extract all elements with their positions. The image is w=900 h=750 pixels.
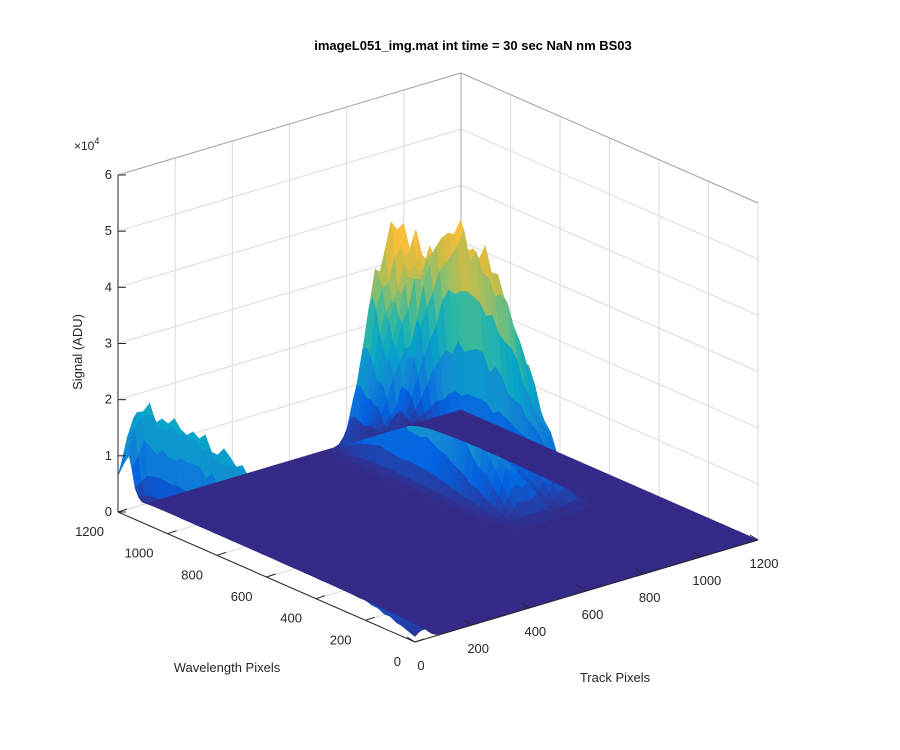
z-tick-label: 6 — [105, 167, 112, 182]
z-tick-label: 0 — [105, 504, 112, 519]
y-tick-mark — [414, 638, 425, 643]
y-tick-mark — [216, 551, 227, 556]
z-exponent-label: ×104 — [74, 136, 99, 153]
grid-line-z — [117, 72, 759, 204]
surface — [117, 219, 759, 637]
y-tick-label: 800 — [181, 567, 203, 582]
chart-title: imageL051_img.mat int time = 30 sec NaN … — [314, 38, 632, 53]
x-tick-label: 200 — [467, 641, 489, 656]
z-exponent-base: ×10 — [74, 139, 95, 153]
z-tick-label: 4 — [105, 279, 112, 294]
y-tick-mark — [266, 573, 276, 578]
svg-text:×104: ×104 — [74, 136, 99, 153]
x-tick-label: 800 — [639, 590, 661, 605]
y-tick-label: 200 — [330, 632, 352, 647]
y-tick-label: 0 — [394, 654, 401, 669]
y-axis-label: Wavelength Pixels — [174, 660, 281, 675]
y-tick-label: 1000 — [125, 546, 154, 561]
z-tick-label: 1 — [105, 448, 112, 463]
z-tick-label: 2 — [105, 392, 112, 407]
x-tick-label: 600 — [582, 607, 604, 622]
x-axis-label: Track Pixels — [580, 670, 651, 685]
y-tick-mark — [365, 616, 375, 621]
x-tick-label: 400 — [524, 624, 546, 639]
y-tick-label: 1200 — [75, 524, 104, 539]
grid-line-z — [117, 128, 759, 260]
x-tick-label: 0 — [417, 658, 424, 673]
x-tick-label: 1200 — [750, 556, 779, 571]
axes-box-edge — [460, 72, 759, 204]
y-tick-label: 600 — [231, 589, 253, 604]
axes-box-edge — [117, 72, 462, 176]
x-tick-label: 1000 — [692, 573, 721, 588]
y-tick-label: 400 — [280, 611, 302, 626]
y-tick-mark — [315, 595, 326, 600]
z-exponent-power: 4 — [94, 136, 99, 146]
z-tick-label: 3 — [105, 336, 112, 351]
z-axis-label: Signal (ADU) — [70, 314, 85, 390]
y-tick-mark — [167, 530, 177, 535]
z-tick-label: 5 — [105, 223, 112, 238]
